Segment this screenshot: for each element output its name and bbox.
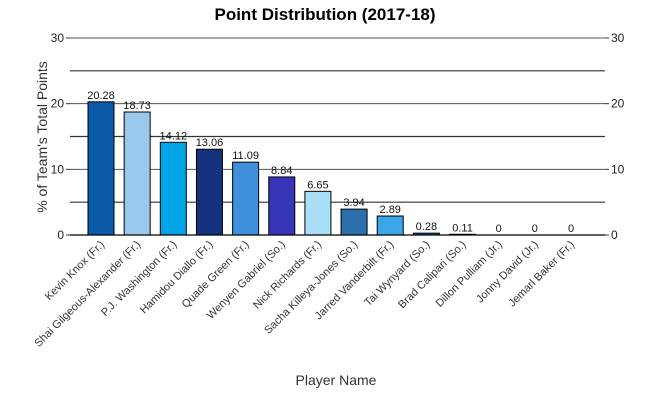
x-axis-title: Player Name [296,372,377,388]
data-label: 0.28 [416,221,437,233]
data-label: 11.09 [232,150,259,162]
x-category-label: Jemarl Baker (Fr.) [506,239,577,310]
x-category-label: Brad Calipari (So.) [396,239,468,311]
y-tick-label-right: 0 [611,228,618,242]
data-label: 13.06 [196,137,224,149]
bar [304,190,332,236]
data-label: 0 [496,223,502,235]
bar [195,148,223,236]
y-tick-label-right: 20 [611,97,625,111]
x-category-label: Tai Wynyard (So.) [362,239,432,309]
x-category-label: Quade Green (Fr.) [180,239,252,311]
data-label: 18.73 [123,100,151,112]
bar [123,111,151,236]
y-tick-label-left: 20 [51,97,65,111]
x-category-label: Kevin Knox (Fr.) [43,239,107,303]
data-label: 0.11 [452,222,473,234]
data-label: 0 [568,223,574,235]
bar [340,208,368,236]
data-label: 0 [532,223,538,235]
bar [87,101,115,236]
y-tick-label-right: 30 [611,31,625,45]
data-label: 20.28 [87,90,115,102]
data-label: 3.94 [343,197,364,209]
bar [268,176,296,236]
x-category-label: Jonny David (Jr.) [474,239,541,306]
y-tick-label-left: 30 [51,31,65,45]
y-axis-title: % of Team's Total Points [34,61,50,213]
grid-lines [70,37,605,236]
bars: 20.28 18.73 14.12 13.06 11.09 8.84 6.65 3.94 2.8… [87,90,574,236]
bar [376,215,404,236]
y-tick-label-right: 10 [611,162,625,176]
data-label: 8.84 [271,165,292,177]
data-label: 14.12 [160,130,188,142]
data-label: 6.65 [307,179,328,191]
y-tick-label-left: 10 [51,162,65,176]
y-tick-label-left: 0 [57,228,64,242]
x-category-label: Dillon Pulliam (Jr.) [434,239,505,310]
x-category-label: Nick Richards (Fr.) [251,239,324,312]
bar [232,161,260,236]
chart-title: Point Distribution (2017-18) [214,5,435,24]
data-label: 2.89 [380,204,401,216]
bar [159,141,187,236]
